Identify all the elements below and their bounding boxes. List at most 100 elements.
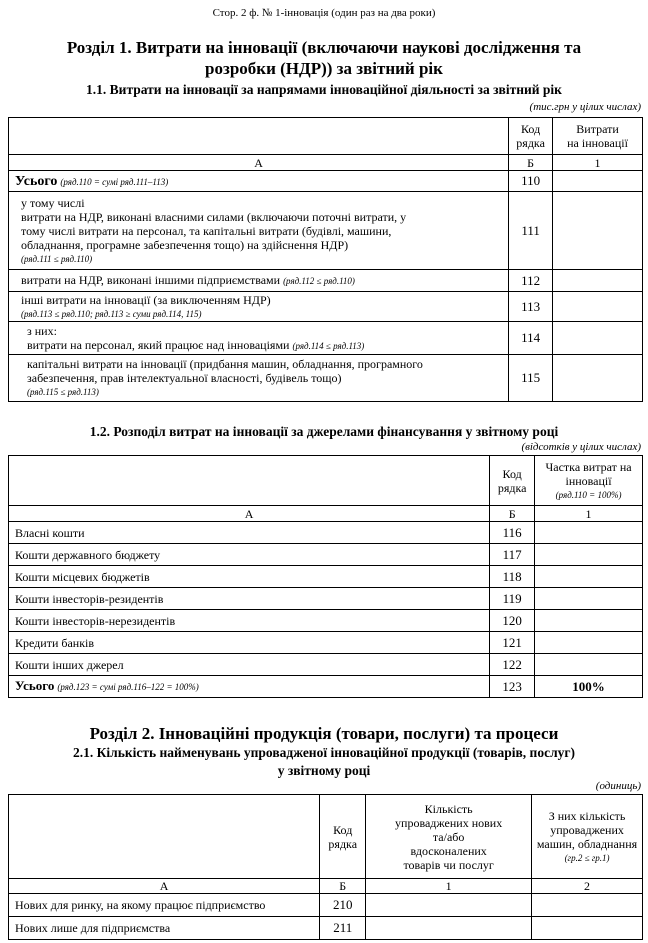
value-cell[interactable]	[552, 321, 643, 355]
row-label: Кошти місцевих бюджетів	[7, 565, 491, 588]
index-b: Б	[489, 505, 536, 522]
table-row: Кошти інвесторів-нерезидентів 120	[7, 609, 643, 632]
row-label: Нових для ринку, на якому працює підприє…	[7, 893, 321, 917]
table-row: Кошти інвесторів-резидентів 119	[7, 587, 643, 610]
table-row: витрати на НДР, виконані іншими підприєм…	[7, 269, 643, 292]
table-row: капітальні витрати на інновації (придбан…	[7, 354, 643, 402]
financing-sources-table: Код рядка Частка витрат на інновації (ряд.1…	[7, 455, 643, 698]
row-code: 114	[508, 321, 554, 355]
table11-title: 1.1. Витрати на інновації за напрямами і…	[86, 82, 562, 97]
row-label: інші витрати на інновації (за виключення…	[21, 292, 271, 307]
table21-title: 2.1. Кількість найменувань упровадженої …	[72, 745, 576, 778]
value-cell[interactable]	[534, 565, 643, 588]
table-row: Кошти інших джерел 122	[7, 653, 643, 676]
row-label: Кошти інвесторів-нерезидентів	[7, 609, 491, 632]
value-cell[interactable]	[534, 609, 643, 632]
section2-title: Розділ 2. Інноваційні продукція (товари,…	[89, 724, 559, 743]
index-1: 1	[534, 505, 643, 522]
row-note: (ряд.114 ≤ ряд.113)	[292, 340, 365, 351]
row-code: 122	[489, 653, 536, 676]
index-1: 1	[552, 154, 643, 171]
table21-units: (одиниць)	[595, 780, 641, 792]
row-label: Нових лише для підприємства	[7, 916, 321, 940]
row-label: Кошти інших джерел	[7, 653, 491, 676]
row-note: (ряд.112 ≤ ряд.110)	[283, 276, 355, 286]
table-row: у тому числі витрати на НДР, виконані вла…	[7, 191, 643, 270]
row-code: 120	[489, 609, 536, 632]
section1-title-line1: Розділ 1. Витрати на інновації (включаюч…	[66, 38, 582, 57]
value-cell[interactable]	[534, 587, 643, 610]
header-value: Частка витрат на інновації (ряд.110 = 100%…	[534, 455, 643, 506]
section1-title: Розділ 1. Витрати на інновації (включаюч…	[0, 37, 648, 79]
row-label: Усього	[15, 173, 58, 189]
table-row: Нових лише для підприємства 211	[7, 916, 643, 940]
row-code: 118	[489, 565, 536, 588]
row-note: (ряд.110 = сумі ряд.111–113)	[60, 176, 169, 187]
table-row: з них: витрати на персонал, який працює н…	[7, 321, 643, 355]
row-code: 211	[319, 916, 367, 940]
index-a: А	[7, 154, 510, 171]
table-row: Кошти місцевих бюджетів 118	[7, 565, 643, 588]
table-row: Нових для ринку, на якому працює підприє…	[7, 893, 643, 917]
page-header: Стор. 2 ф. № 1-інновація (один раз на дв…	[212, 7, 436, 19]
row-code: 119	[489, 587, 536, 610]
total-code: 123	[489, 675, 536, 698]
table12-units: (відсотків у цілих числах)	[521, 441, 641, 453]
row-code: 121	[489, 631, 536, 654]
row-code: 117	[489, 543, 536, 566]
table-row: Усього (ряд.110 = сумі ряд.111–113) 110	[7, 170, 643, 192]
total-value: 100%	[534, 675, 643, 698]
row-code: 110	[508, 170, 554, 192]
value-cell[interactable]	[534, 631, 643, 654]
row-line: капітальні витрати на інновації (придбан…	[27, 357, 423, 371]
value-cell[interactable]	[552, 354, 643, 402]
index-1: 1	[365, 878, 533, 894]
col2-cell[interactable]	[531, 916, 643, 940]
value-cell[interactable]	[552, 269, 643, 292]
value-cell[interactable]	[534, 543, 643, 566]
value-cell[interactable]	[552, 191, 643, 270]
table-row: Кошти державного бюджету 117	[7, 543, 643, 566]
index-b: Б	[319, 878, 367, 894]
value-cell[interactable]	[552, 291, 643, 322]
index-a: А	[7, 505, 491, 522]
row-code: 116	[489, 521, 536, 544]
header-col2: З них кількість упроваджених машин, обла…	[531, 794, 643, 879]
table-row: інші витрати на інновації (за виключення…	[7, 291, 643, 322]
row-label: Кошти державного бюджету	[7, 543, 491, 566]
header-code: Код рядка	[489, 455, 536, 506]
col1-cell[interactable]	[365, 893, 533, 917]
row-line: обладнання, програмне забезпечення тощо)…	[21, 237, 349, 252]
total-note: (ряд.123 = сумі ряд.116–122 = 100%)	[57, 682, 199, 692]
row-line: у тому числі	[21, 195, 85, 210]
header-blank	[7, 455, 491, 506]
col2-cell[interactable]	[531, 893, 643, 917]
header-code: Код рядка	[319, 794, 367, 879]
total-label: Усього	[15, 678, 55, 693]
header-col1: Кількість упроваджених нових та/або вдос…	[365, 794, 533, 879]
col1-cell[interactable]	[365, 916, 533, 940]
index-2: 2	[531, 878, 643, 894]
row-code: 112	[508, 269, 554, 292]
section1-title-line2: розробки (НДР)) за звітний рік	[205, 59, 443, 78]
row-code: 113	[508, 291, 554, 322]
row-label: витрати на персонал, який працює над інн…	[27, 337, 290, 352]
value-cell[interactable]	[534, 521, 643, 544]
row-code: 210	[319, 893, 367, 917]
value-cell[interactable]	[552, 170, 643, 192]
row-line: забезпечення, прав інтелектуальної власн…	[27, 371, 342, 385]
row-label: витрати на НДР, виконані іншими підприєм…	[21, 273, 281, 287]
header-blank	[7, 117, 510, 155]
value-cell[interactable]	[534, 653, 643, 676]
table-row: Кредити банків 121	[7, 631, 643, 654]
row-prefix: з них:	[27, 323, 57, 338]
header-blank	[7, 794, 321, 879]
index-b: Б	[508, 154, 554, 171]
row-code: 115	[508, 354, 554, 402]
row-label: Власні кошти	[7, 521, 491, 544]
innovative-products-table: Код рядка Кількість упроваджених нових та…	[7, 794, 643, 940]
index-a: А	[7, 878, 321, 894]
row-note: (ряд.111 ≤ ряд.110)	[21, 253, 93, 264]
row-line: витрати на НДР, виконані власними силами…	[21, 209, 407, 224]
